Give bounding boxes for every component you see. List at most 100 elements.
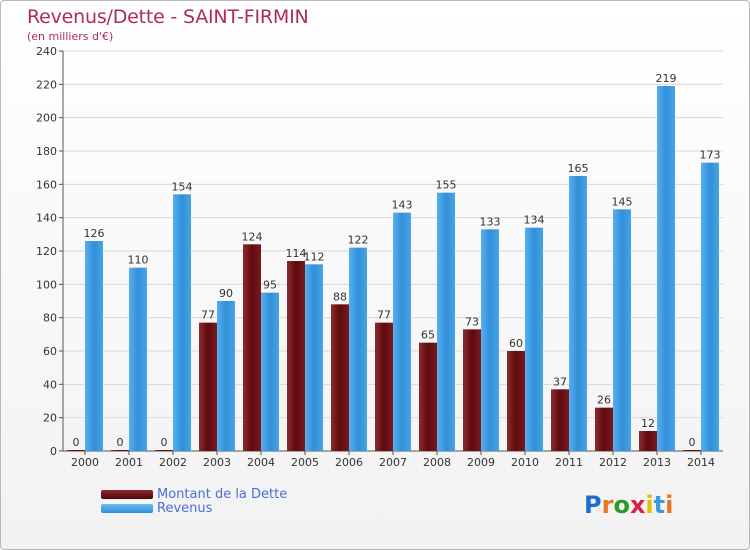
bar-revenue-2013 — [657, 86, 675, 451]
data-label-revenue-2010: 134 — [524, 214, 545, 227]
y-tick-label: 140 — [36, 212, 57, 225]
bar-debt-2004 — [243, 244, 261, 451]
legend-item-debt: Montant de la Dette — [101, 486, 287, 502]
bar-debt-2014 — [683, 450, 701, 451]
data-label-debt-2014: 0 — [689, 436, 696, 449]
data-label-revenue-2007: 143 — [392, 199, 413, 212]
bar-revenue-2000 — [85, 241, 103, 451]
x-tick-label: 2004 — [247, 456, 275, 469]
data-label-debt-2002: 0 — [161, 436, 168, 449]
legend-swatch-debt — [101, 489, 153, 499]
bar-debt-2013 — [639, 431, 657, 451]
logo-letter: i — [665, 491, 674, 519]
data-label-debt-2005: 114 — [286, 247, 307, 260]
bar-debt-2005 — [287, 261, 305, 451]
data-label-revenue-2014: 173 — [700, 149, 721, 162]
data-label-revenue-2012: 145 — [612, 195, 633, 208]
x-tick-label: 2012 — [599, 456, 627, 469]
bar-debt-2009 — [463, 329, 481, 451]
y-tick-label: 60 — [43, 345, 57, 358]
data-label-revenue-2002: 154 — [172, 180, 193, 193]
x-tick-label: 2007 — [379, 456, 407, 469]
data-label-debt-2008: 65 — [421, 329, 435, 342]
bar-debt-2003 — [199, 322, 217, 451]
bar-debt-2011 — [551, 389, 569, 451]
data-label-debt-2011: 37 — [553, 375, 567, 388]
bar-debt-2000 — [67, 450, 85, 451]
logo-letter: t — [653, 491, 666, 519]
bar-revenue-2014 — [701, 162, 719, 451]
logo-letter: o — [613, 491, 630, 519]
data-label-debt-2001: 0 — [117, 436, 124, 449]
bar-revenue-2007 — [393, 212, 411, 451]
data-label-debt-2000: 0 — [73, 436, 80, 449]
bar-revenue-2001 — [129, 267, 147, 451]
data-label-revenue-2011: 165 — [568, 162, 589, 175]
bar-revenue-2011 — [569, 176, 587, 451]
x-tick-label: 2003 — [203, 456, 231, 469]
y-tick-label: 180 — [36, 145, 57, 158]
chart-title: Revenus/Dette - SAINT-FIRMIN — [27, 6, 309, 28]
bar-revenue-2012 — [613, 209, 631, 451]
logo-letter: x — [629, 491, 646, 519]
data-label-debt-2006: 88 — [333, 290, 347, 303]
data-label-debt-2009: 73 — [465, 315, 479, 328]
data-label-revenue-2003: 90 — [219, 287, 233, 300]
data-label-revenue-2004: 95 — [263, 279, 277, 292]
bar-debt-2001 — [111, 450, 129, 451]
legend-label-debt: Montant de la Dette — [157, 486, 288, 502]
proxiti-logo: Proxiti — [584, 491, 673, 519]
y-tick-label: 100 — [36, 278, 57, 291]
data-label-revenue-2001: 110 — [128, 254, 149, 267]
x-tick-label: 2009 — [467, 456, 495, 469]
y-tick-label: 80 — [43, 312, 57, 325]
y-tick-label: 160 — [36, 178, 57, 191]
x-tick-label: 2008 — [423, 456, 451, 469]
data-label-revenue-2013: 219 — [656, 72, 677, 85]
x-tick-label: 2011 — [555, 456, 583, 469]
data-label-revenue-2000: 126 — [84, 227, 105, 240]
logo-letter: r — [601, 491, 614, 519]
bar-debt-2008 — [419, 342, 437, 451]
bar-revenue-2002 — [173, 194, 191, 452]
bar-debt-2010 — [507, 351, 525, 451]
legend-item-revenue: Revenus — [101, 500, 287, 516]
bar-revenue-2005 — [305, 264, 323, 451]
bar-debt-2002 — [155, 450, 173, 451]
y-tick-label: 120 — [36, 245, 57, 258]
bar-revenue-2008 — [437, 192, 455, 451]
data-label-debt-2004: 124 — [242, 230, 263, 243]
x-tick-label: 2013 — [643, 456, 671, 469]
bar-revenue-2009 — [481, 229, 499, 451]
legend-swatch-revenue — [101, 503, 153, 513]
data-label-debt-2007: 77 — [377, 309, 391, 322]
x-tick-label: 2010 — [511, 456, 539, 469]
x-tick-label: 2001 — [115, 456, 143, 469]
x-tick-label: 2014 — [687, 456, 715, 469]
x-tick-label: 2002 — [159, 456, 187, 469]
data-label-revenue-2008: 155 — [436, 179, 457, 192]
y-tick-label: 0 — [50, 445, 57, 458]
logo-letter: P — [584, 491, 602, 519]
bar-debt-2012 — [595, 407, 613, 451]
logo-letter: i — [645, 491, 654, 519]
y-tick-label: 220 — [36, 78, 57, 91]
x-tick-label: 2005 — [291, 456, 319, 469]
data-label-debt-2012: 26 — [597, 394, 611, 407]
y-tick-label: 40 — [43, 378, 57, 391]
data-label-revenue-2006: 122 — [348, 234, 369, 247]
data-label-revenue-2009: 133 — [480, 215, 501, 228]
legend: Montant de la Dette Revenus — [101, 486, 287, 516]
bar-revenue-2003 — [217, 301, 235, 451]
y-tick-label: 20 — [43, 412, 57, 425]
data-label-debt-2003: 77 — [201, 309, 215, 322]
data-label-revenue-2005: 112 — [304, 250, 325, 263]
x-tick-label: 2000 — [71, 456, 99, 469]
bar-debt-2006 — [331, 304, 349, 451]
bars — [67, 86, 719, 452]
bar-revenue-2010 — [525, 227, 543, 451]
